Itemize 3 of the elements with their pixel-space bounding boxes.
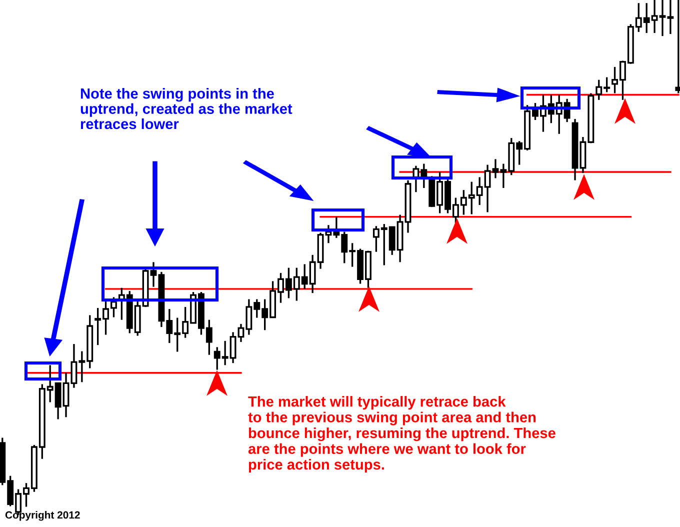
annotation: The market will typically retrace back to the previous swing point area and then bounce higher, resuming the uptrend. These are the points where we want to look for price action setups. xyxy=(248,396,556,473)
annotation: Copyright 2012 xyxy=(5,511,80,521)
annotation: Note the swing points in the uptrend, created as the market retraces lower xyxy=(80,88,292,130)
